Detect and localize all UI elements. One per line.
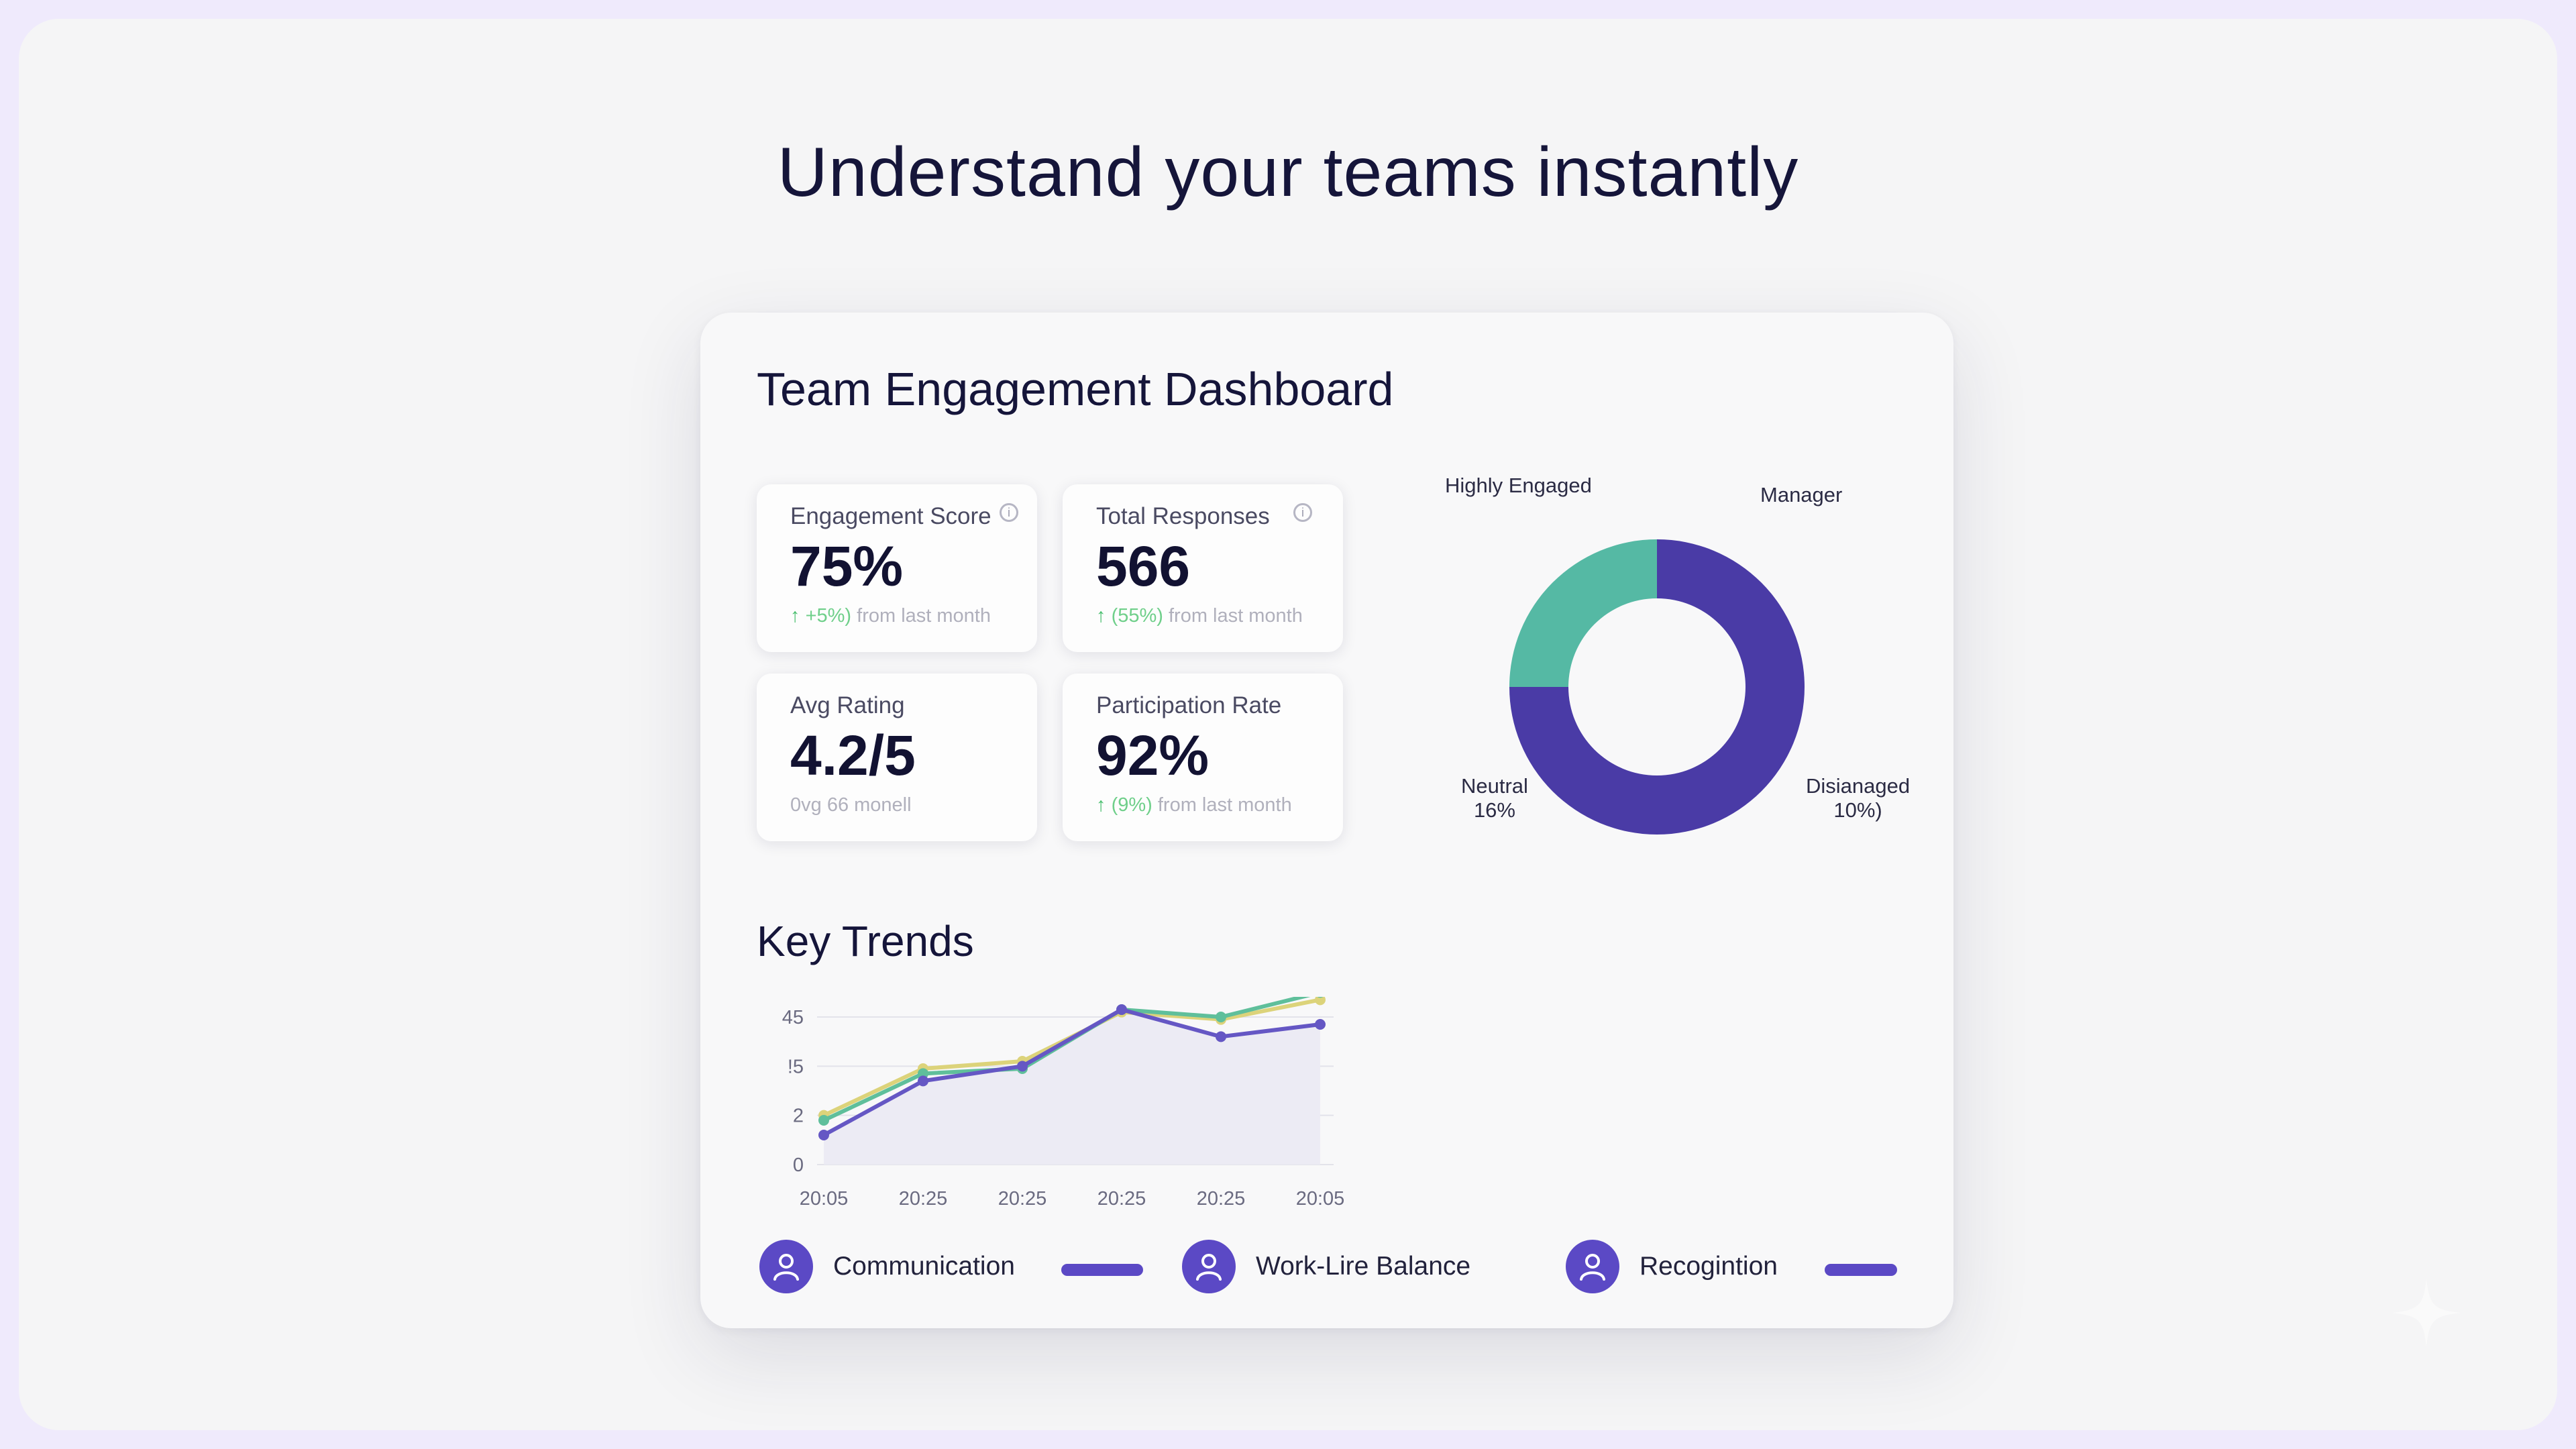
engagement-donut: Highly Engaged Manager Neutral 16% Disia… (1411, 474, 1935, 903)
trend-point (818, 1130, 829, 1140)
trend-point (1317, 997, 1324, 998)
arrow-up-icon: ↑ (1096, 794, 1106, 816)
donut-slice-highly-engaged (1509, 539, 1657, 687)
donut-slice-manager (1509, 539, 1805, 835)
kpi-label: Avg Rating (790, 692, 905, 718)
donut-label-disengaged-pct: 10%) (1833, 798, 1882, 822)
x-tick-label: 20:25 (998, 1188, 1047, 1210)
app-frame: Understand your teams instantly Team Eng… (19, 19, 2557, 1430)
kpi-change: ↑ (9%) from last month (1096, 794, 1309, 816)
kpi-card-avg-rating[interactable]: Avg Rating 4.2/5 0vg 66 monell (757, 674, 1037, 841)
page-headline: Understand your teams instantly (777, 133, 1799, 211)
legend-item-communication[interactable]: Communication (759, 1238, 1015, 1295)
kpi-card-engagement-score[interactable]: Engagement Score i 75% ↑ +5%) from last … (757, 484, 1037, 652)
donut-label-disengaged: Disianaged 10%) (1806, 774, 1910, 822)
trend-point (918, 1068, 928, 1079)
kpi-value: 75% (790, 535, 904, 598)
trend-series-line-0 (822, 1008, 1321, 1137)
x-tick-label: 20:25 (1097, 1188, 1146, 1210)
key-trends-title: Key Trends (757, 917, 974, 965)
kpi-change: ↑ +5%) from last month (790, 605, 1004, 627)
trend-point (1216, 1012, 1226, 1022)
info-circle-icon[interactable]: i (1000, 503, 1018, 522)
trend-point (918, 1075, 928, 1087)
legend-bar (1061, 1264, 1143, 1276)
legend-label: Communication (833, 1252, 1015, 1281)
trend-point (1315, 997, 1326, 1006)
dashboard-title: Team Engagement Dashboard (757, 363, 1394, 415)
trend-point (818, 1115, 829, 1126)
x-tick-label: 20:25 (1197, 1188, 1246, 1210)
donut-chart (1509, 539, 1805, 835)
legend-item-work-life-balance[interactable]: Work-Lire Balance (1182, 1238, 1470, 1295)
kpi-label: Engagement Score (790, 503, 991, 529)
kpi-change-value: (55%) (1111, 605, 1163, 627)
trend-area (824, 1010, 1320, 1165)
legend-label: Recogintion (1640, 1252, 1778, 1281)
donut-label-disengaged-name: Disianaged (1806, 774, 1911, 798)
kpi-change: ↑ (55%) from last month (1096, 605, 1309, 627)
x-tick-label: 20:05 (1296, 1188, 1345, 1210)
kpi-change-note: 0vg 66 monell (790, 794, 912, 816)
trend-point (1017, 1061, 1028, 1072)
donut-label-neutral-pct: 16% (1473, 798, 1515, 822)
legend-label: Work-Lire Balance (1256, 1252, 1471, 1281)
donut-label-manager: Manager (1760, 483, 1843, 506)
kpi-value: 566 (1096, 535, 1191, 598)
kpi-card-total-responses[interactable]: Total Responses i 566 ↑ (55%) from last … (1063, 484, 1343, 652)
legend-item-recognition[interactable]: Recogintion (1566, 1238, 1778, 1295)
key-trends-chart: 0 2 !5 45 20:05 20:25 20:25 20:25 20:25 20:05 (782, 997, 1345, 1210)
info-circle-icon[interactable]: i (1293, 503, 1312, 522)
x-tick-label: 20:05 (800, 1188, 849, 1210)
arrow-up-icon: ↑ (1096, 605, 1106, 627)
user-avatar-icon (1182, 1240, 1236, 1293)
trend-point (1116, 1004, 1127, 1015)
kpi-label: Participation Rate (1096, 692, 1282, 718)
kpi-change: 0vg 66 monell (790, 794, 1004, 816)
sparkle-icon (2392, 1279, 2461, 1347)
donut-label-highly-engaged: Highly Engaged (1445, 474, 1592, 497)
kpi-change-value: (9%) (1111, 794, 1152, 816)
trend-point (1315, 1019, 1326, 1030)
trend-point (1216, 1031, 1226, 1042)
user-avatar-icon (759, 1240, 813, 1293)
donut-label-neutral-name: Neutral (1461, 774, 1528, 798)
y-tick-label: 45 (782, 1007, 804, 1028)
arrow-up-icon: ↑ (790, 605, 800, 627)
y-tick-label: !5 (788, 1056, 804, 1077)
kpi-value: 4.2/5 (790, 724, 916, 787)
donut-label-neutral: Neutral 16% (1461, 774, 1528, 822)
kpi-change-value: +5%) (805, 605, 852, 627)
user-avatar-icon (1566, 1240, 1619, 1293)
x-tick-label: 20:25 (899, 1188, 948, 1210)
y-tick-label: 2 (793, 1106, 804, 1127)
kpi-change-note: from last month (1168, 605, 1303, 627)
legend-bar (1825, 1264, 1897, 1276)
kpi-card-participation-rate[interactable]: Participation Rate 92% ↑ (9%) from last … (1063, 674, 1343, 841)
y-tick-label: 0 (793, 1155, 804, 1176)
kpi-value: 92% (1096, 724, 1210, 787)
kpi-label: Total Responses (1096, 503, 1270, 529)
kpi-change-note: from last month (857, 605, 991, 627)
kpi-change-note: from last month (1157, 794, 1292, 816)
dashboard-card: Team Engagement Dashboard Engagement Sco… (700, 313, 1953, 1328)
